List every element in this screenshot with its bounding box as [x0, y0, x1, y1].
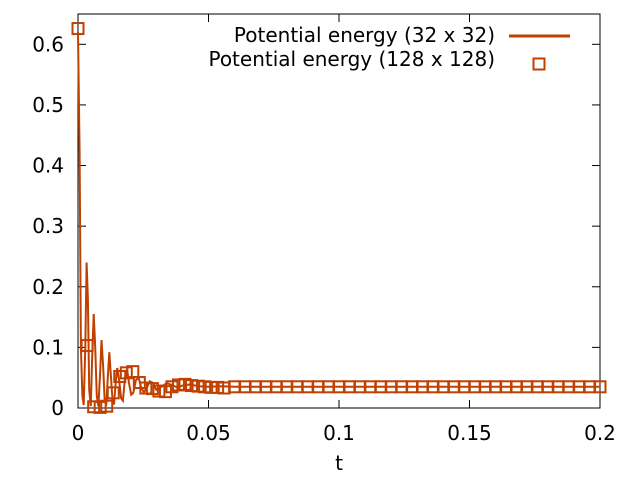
data-point-square: [139, 381, 153, 395]
y-tick-label: 0.3: [32, 214, 64, 238]
legend-square-sample: [532, 57, 546, 71]
data-point-square: [126, 365, 140, 379]
y-tick-label: 0.4: [32, 154, 64, 178]
data-point-square: [145, 382, 159, 396]
data-point-square: [204, 380, 218, 394]
data-point-square: [211, 380, 225, 394]
data-point-square: [100, 399, 114, 413]
legend-label: Potential energy (128 x 128): [208, 47, 495, 71]
axis-ticks: 0 0.05 0.1 0.15 0.2 0 0.1 0.2 0.3 0.4 0.5 0.6: [32, 14, 616, 445]
y-tick-label: 0.2: [32, 275, 64, 299]
data-point-square: [71, 22, 85, 36]
legend-label: Potential energy (32 x 32): [234, 23, 495, 47]
y-tick-label: 0.1: [32, 335, 64, 359]
data-point-square: [178, 377, 192, 391]
y-tick-label: 0.5: [32, 93, 64, 117]
data-point-square: [93, 400, 107, 414]
series-layer: [71, 22, 607, 414]
y-tick-label: 0.6: [32, 32, 64, 56]
data-point-square: [152, 384, 166, 398]
data-point-square: [119, 366, 133, 380]
plot-border: [77, 13, 601, 409]
data-point-square: [113, 369, 127, 383]
legend: Potential energy (32 x 32)Potential ener…: [208, 23, 570, 71]
x-tick-label: 0: [72, 421, 85, 445]
data-point-square: [106, 386, 120, 400]
data-point-square: [165, 380, 179, 394]
data-point-square: [185, 379, 199, 393]
x-tick-label: 0.05: [186, 421, 231, 445]
x-tick-label: 0.1: [323, 421, 355, 445]
plot-frame: [77, 13, 601, 409]
data-point-square: [171, 378, 185, 392]
data-point-square: [217, 381, 231, 395]
y-tick-label: 0: [51, 396, 64, 420]
x-axis-label: t: [335, 451, 343, 475]
x-tick-label: 0.2: [584, 421, 616, 445]
data-point-square: [80, 339, 94, 353]
series-line-32x32: [77, 32, 600, 407]
x-tick-label: 0.15: [447, 421, 492, 445]
data-point-square: [198, 380, 212, 394]
data-point-square: [87, 400, 101, 414]
series-points-128x128: [71, 22, 607, 414]
data-point-square: [593, 380, 607, 394]
data-point-square: [191, 379, 205, 393]
